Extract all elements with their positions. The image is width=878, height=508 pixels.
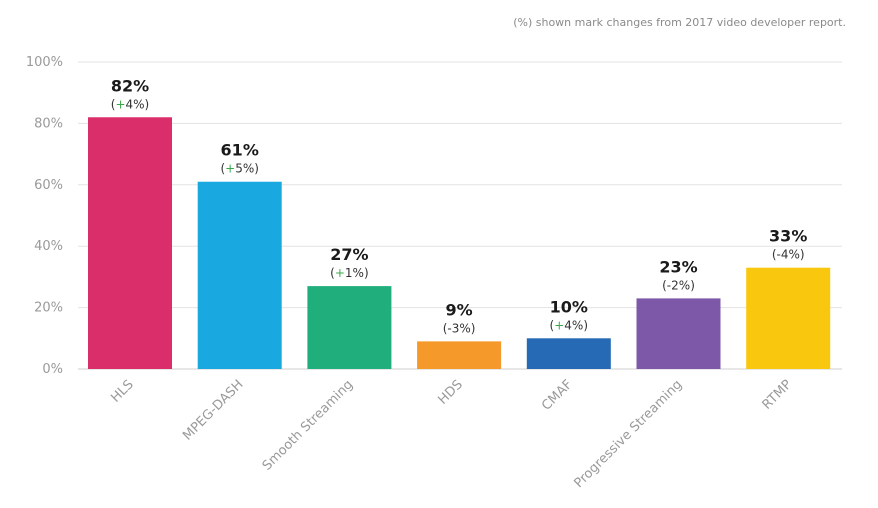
bar-change-label: (-3%) — [443, 321, 476, 335]
bar-change-label: (+1%) — [330, 266, 368, 280]
y-tick-label: 100% — [26, 55, 63, 70]
bar-value-label: 27% — [330, 245, 368, 264]
bar — [526, 338, 611, 369]
x-category-label: HLS — [108, 377, 136, 405]
bar-change-label: (+5%) — [220, 162, 258, 176]
x-category-label: MPEG-DASH — [180, 377, 246, 443]
footnote: (%) shown mark changes from 2017 video d… — [513, 16, 846, 29]
bar-change-label: (-4%) — [772, 248, 805, 262]
x-category-label: CMAF — [539, 377, 576, 414]
y-tick-label: 60% — [34, 178, 63, 193]
bar — [636, 298, 721, 369]
x-category-label: Smooth Streaming — [260, 377, 356, 473]
bar-value-label: 33% — [769, 227, 807, 246]
y-tick-label: 80% — [34, 116, 63, 131]
bar-value-label: 9% — [446, 300, 473, 319]
bar-value-label: 82% — [111, 76, 149, 95]
bar — [417, 341, 502, 369]
bar-value-label: 10% — [550, 297, 588, 316]
bar-change-label: (+4%) — [111, 97, 149, 111]
y-tick-label: 0% — [42, 362, 63, 377]
x-category-label: HDS — [435, 377, 465, 407]
x-category-label: RTMP — [760, 377, 796, 413]
y-tick-label: 40% — [34, 239, 63, 254]
bar — [746, 267, 831, 369]
bar-change-label: (-2%) — [662, 278, 695, 292]
bar — [307, 286, 392, 369]
bar — [88, 117, 172, 369]
bar-value-label: 23% — [659, 257, 697, 276]
bar — [197, 181, 282, 369]
x-category-label: Progressive Streaming — [571, 377, 685, 491]
y-tick-label: 20% — [34, 301, 63, 316]
bar-change-label: (+4%) — [550, 318, 588, 332]
bar-value-label: 61% — [221, 141, 259, 160]
